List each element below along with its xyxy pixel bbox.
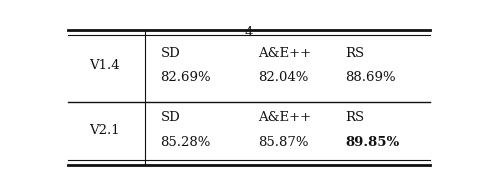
Text: 4: 4 <box>245 26 253 39</box>
Text: RS: RS <box>345 111 364 124</box>
Text: 82.69%: 82.69% <box>160 71 211 84</box>
Text: RS: RS <box>345 47 364 60</box>
Text: SD: SD <box>160 111 180 124</box>
Text: 88.69%: 88.69% <box>345 71 396 84</box>
Text: A&E++: A&E++ <box>259 111 312 124</box>
Text: 85.28%: 85.28% <box>160 136 211 149</box>
Text: 82.04%: 82.04% <box>259 71 309 84</box>
Text: A&E++: A&E++ <box>259 47 312 60</box>
Text: 85.87%: 85.87% <box>259 136 309 149</box>
Text: 89.85%: 89.85% <box>345 136 399 149</box>
Text: SD: SD <box>160 47 180 60</box>
Text: V2.1: V2.1 <box>89 124 120 137</box>
Text: V1.4: V1.4 <box>89 59 120 72</box>
